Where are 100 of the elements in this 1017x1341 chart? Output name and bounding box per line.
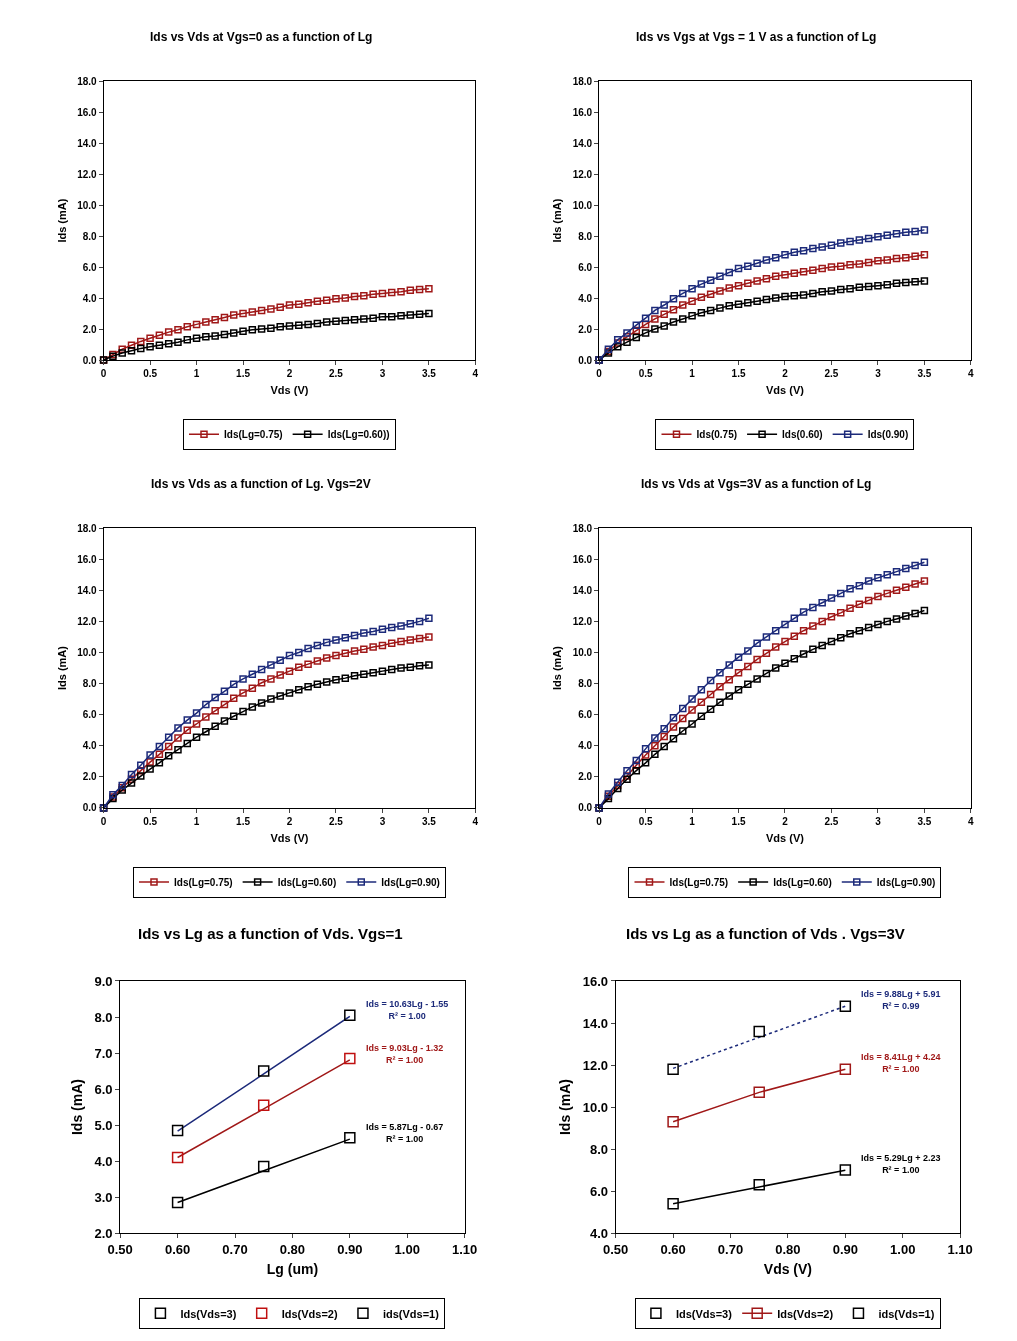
- legend-label: Ids(Vds=2): [777, 1307, 834, 1320]
- legend-label: Ids(Lg=0.75): [669, 877, 729, 888]
- y-tick-label: 16.0: [572, 106, 593, 118]
- y-tick-label: 9.0: [94, 973, 113, 989]
- y-tick-label: 0.0: [82, 354, 98, 366]
- y-tick-label: 2.0: [82, 771, 98, 783]
- x-tick-label: 3.5: [421, 368, 437, 380]
- y-tick-label: 4.0: [82, 740, 98, 752]
- y-tick-label: 14.0: [77, 137, 98, 149]
- x-tick-label: 3.5: [917, 368, 932, 380]
- y-tick-label: 4.0: [590, 1225, 609, 1241]
- legend-label: Ids(0.75): [696, 429, 738, 441]
- x-tick-label: 1: [193, 368, 200, 380]
- chart-title: Ids vs Lg as a function of Vds. Vgs=1: [138, 925, 403, 942]
- chart-title: Ids vs Vds at Vgs=3V as a function of Lg: [641, 477, 872, 491]
- y-tick-label: 10.0: [77, 199, 98, 211]
- y-tick-label: 8.0: [578, 678, 593, 690]
- y-tick-label: 14.0: [77, 584, 98, 596]
- y-tick-label: 8.0: [82, 678, 98, 690]
- y-tick-label: 12.0: [572, 168, 593, 180]
- legend-label: Ids(Vds=3): [180, 1307, 237, 1320]
- x-tick-label: 3: [379, 815, 386, 827]
- y-tick-label: 10.0: [572, 199, 593, 211]
- x-tick-label: 1.00: [890, 1241, 916, 1257]
- y-tick-label: 14.0: [572, 584, 593, 596]
- y-tick-label: 3.0: [94, 1189, 113, 1205]
- y-tick-label: 6.0: [82, 261, 98, 273]
- y-tick-label: 18.0: [77, 75, 98, 87]
- y-tick-label: 10.0: [77, 646, 98, 658]
- x-axis-title: Vds (V): [270, 832, 309, 845]
- legend-label: ids(Vds=1): [878, 1307, 935, 1320]
- legend-label: ids(Vds=1): [382, 1307, 440, 1320]
- x-axis-title: Vds (V): [763, 1261, 813, 1278]
- y-tick-label: 8.0: [82, 230, 98, 242]
- x-tick-label: 2: [782, 815, 789, 827]
- x-tick-label: 0.90: [337, 1241, 363, 1257]
- legend-label: Ids(Vds=3): [675, 1307, 733, 1320]
- x-tick-label: 0: [596, 815, 603, 827]
- y-axis-title: Ids (mA): [55, 645, 68, 691]
- y-tick-label: 4.0: [578, 740, 593, 752]
- x-axis-title: Vds (V): [270, 384, 309, 397]
- legend-label: Ids(Lg=0.60)): [327, 429, 390, 441]
- x-tick-label: 0: [100, 815, 107, 827]
- x-tick-label: 4: [472, 368, 479, 380]
- y-tick-label: 4.0: [82, 292, 98, 304]
- y-tick-label: 16.0: [77, 106, 98, 118]
- y-tick-label: 14.0: [582, 1015, 609, 1031]
- x-tick-label: 0.50: [107, 1241, 133, 1257]
- y-tick-label: 2.0: [578, 771, 593, 783]
- y-tick-label: 6.0: [578, 709, 593, 721]
- x-tick-label: 0: [596, 368, 603, 380]
- x-tick-label: 1: [193, 815, 200, 827]
- x-tick-label: 0.70: [222, 1241, 248, 1257]
- y-tick-label: 18.0: [77, 522, 98, 534]
- legend-label: Ids(Lg=0.60): [277, 877, 337, 888]
- x-tick-label: 0.90: [832, 1241, 858, 1257]
- x-tick-label: 1.5: [236, 368, 251, 380]
- x-tick-label: 2.5: [824, 815, 839, 827]
- y-tick-label: 18.0: [572, 522, 593, 534]
- x-tick-label: 1.5: [731, 368, 746, 380]
- x-tick-label: 1.5: [731, 815, 746, 827]
- y-axis-title: Ids (mA): [551, 198, 564, 243]
- x-axis-title: Vds (V): [766, 832, 805, 845]
- y-tick-label: 16.0: [77, 553, 98, 565]
- x-tick-label: 0.60: [164, 1241, 191, 1257]
- y-axis-title: Ids (mA): [69, 1079, 86, 1136]
- x-tick-label: 0.5: [143, 815, 158, 827]
- legend-label: Ids(0.90): [867, 429, 909, 441]
- annotation: Ids = 10.63Lg - 1.55 R² = 1.00: [366, 999, 449, 1021]
- y-axis-title: Ids (mA): [551, 645, 564, 691]
- x-tick-label: 2: [286, 368, 293, 380]
- x-tick-label: 0.60: [660, 1241, 686, 1257]
- annotation: Ids = 8.41Lg + 4.24 R² = 1.00: [861, 1052, 941, 1074]
- legend-label: Ids(Lg=0.90): [381, 877, 440, 888]
- x-tick-label: 3.5: [917, 815, 932, 827]
- x-tick-label: 2: [782, 368, 789, 380]
- x-tick-label: 3: [875, 368, 882, 380]
- y-tick-label: 14.0: [572, 137, 593, 149]
- x-tick-label: 2.5: [329, 815, 344, 827]
- x-tick-label: 4: [472, 815, 479, 827]
- legend-label: Ids(Lg=0.75): [224, 429, 283, 441]
- chart-title: Ids vs Vds at Vgs=0 as a function of Lg: [150, 30, 373, 44]
- y-tick-label: 2.0: [82, 323, 98, 335]
- y-tick-label: 12.0: [572, 615, 593, 627]
- y-tick-label: 6.0: [94, 1081, 113, 1097]
- x-tick-label: 3: [875, 815, 882, 827]
- y-tick-label: 4.0: [578, 292, 593, 304]
- legend-label: Ids(Lg=0.90): [876, 877, 936, 888]
- chart-title: Ids vs Lg as a function of Vds . Vgs=3V: [626, 925, 905, 942]
- chart-title: Ids vs Vds as a function of Lg. Vgs=2V: [151, 477, 371, 491]
- chart-title: Ids vs Vgs at Vgs = 1 V as a function of Lg: [636, 30, 877, 44]
- legend-label: Ids(Lg=0.75): [174, 877, 233, 888]
- x-tick-label: 1: [689, 815, 696, 827]
- x-tick-label: 0.5: [143, 368, 158, 380]
- x-tick-label: 1.00: [394, 1241, 420, 1257]
- y-tick-label: 8.0: [94, 1009, 113, 1025]
- x-tick-label: 4: [968, 815, 975, 827]
- annotation: Ids = 9.88Lg + 5.91 R² = 0.99: [861, 989, 941, 1011]
- y-tick-label: 4.0: [94, 1153, 113, 1169]
- y-tick-label: 16.0: [572, 553, 593, 565]
